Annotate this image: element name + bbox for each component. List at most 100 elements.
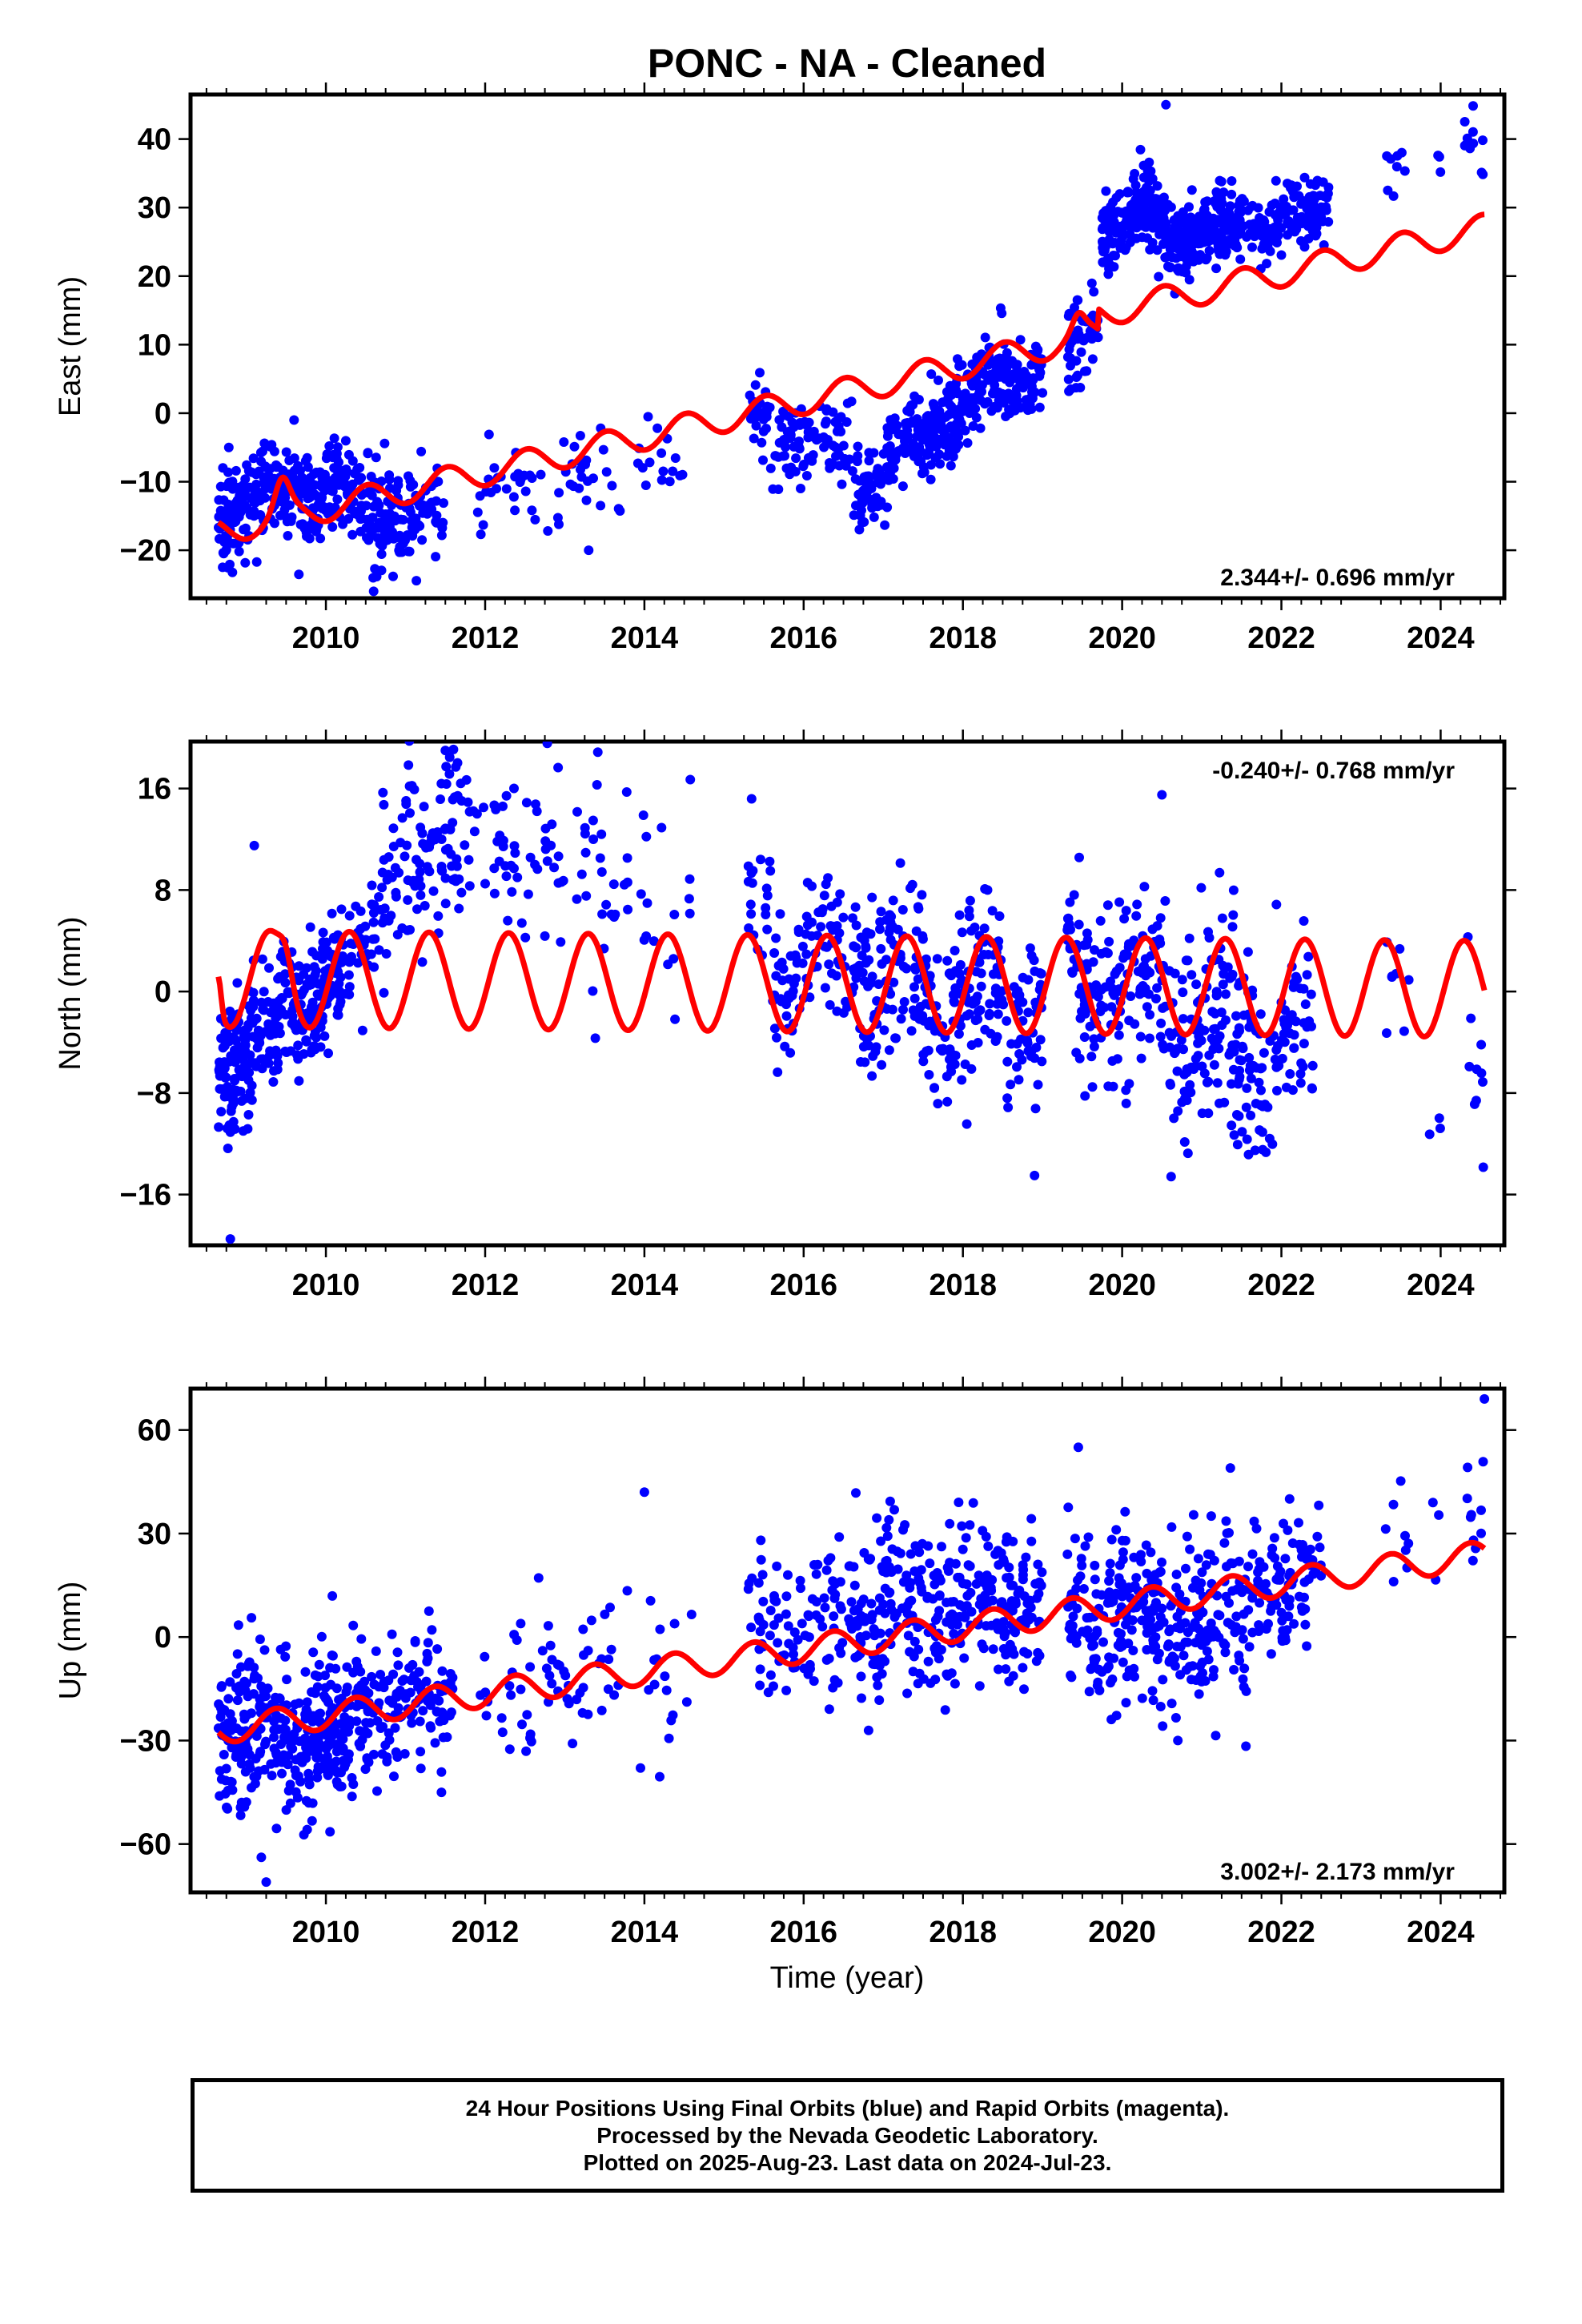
east-data-point: [1235, 254, 1246, 264]
north-data-point: [1026, 951, 1037, 961]
east-data-point: [481, 487, 492, 497]
north-data-point: [1157, 790, 1167, 800]
north-data-point: [825, 921, 836, 931]
east-data-point: [231, 517, 241, 527]
north-data-point: [954, 1029, 964, 1039]
north-data-point: [777, 957, 787, 967]
north-data-point: [378, 787, 388, 798]
up-data-point: [1072, 1603, 1082, 1614]
north-data-point: [801, 949, 812, 959]
east-y-tick-label: 20: [138, 260, 171, 294]
north-data-point: [327, 908, 337, 919]
north-data-point: [394, 867, 404, 878]
north-data-point: [1178, 1014, 1188, 1024]
north-data-point: [397, 923, 408, 933]
north-data-point: [1099, 1003, 1110, 1012]
north-y-tick-label: 0: [155, 975, 171, 1009]
up-data-point: [974, 1681, 985, 1691]
north-data-point: [864, 1040, 873, 1051]
up-data-point: [371, 1646, 381, 1656]
east-data-point: [786, 462, 797, 472]
up-data-point: [681, 1697, 692, 1707]
east-data-point: [321, 453, 331, 464]
north-data-point: [1179, 1069, 1190, 1080]
east-data-point: [395, 541, 405, 552]
east-data-point: [946, 460, 956, 471]
up-data-point: [336, 1781, 347, 1791]
east-data-point: [329, 433, 339, 444]
north-data-point: [417, 957, 428, 967]
up-data-point: [1075, 1571, 1086, 1582]
north-x-tick-label: 2020: [1088, 1269, 1156, 1302]
east-data-point: [1120, 245, 1130, 255]
up-data-point: [1115, 1642, 1126, 1652]
up-data-point: [355, 1741, 366, 1751]
north-data-point: [556, 877, 567, 887]
north-data-point: [1131, 911, 1142, 921]
north-data-point: [771, 971, 781, 981]
east-data-point: [1038, 388, 1048, 398]
up-data-point: [424, 1606, 434, 1616]
up-data-point: [261, 1877, 271, 1888]
north-data-point: [1209, 1059, 1219, 1070]
north-data-point: [1395, 943, 1405, 954]
up-data-point: [1150, 1642, 1161, 1652]
up-data-point: [978, 1643, 989, 1654]
north-data-point: [1299, 916, 1309, 926]
east-data-point: [880, 520, 890, 530]
up-data-point: [773, 1613, 784, 1623]
up-data-point: [796, 1583, 805, 1594]
east-data-point: [1098, 223, 1108, 233]
north-data-point: [1089, 1041, 1099, 1051]
east-data-point: [343, 449, 354, 460]
north-data-point: [1217, 913, 1227, 923]
north-data-point: [949, 996, 959, 1007]
up-data-point: [404, 1663, 414, 1673]
north-data-point: [1177, 975, 1187, 985]
east-data-point: [492, 484, 501, 494]
north-data-point: [1242, 1083, 1252, 1093]
up-data-point: [1037, 1567, 1047, 1578]
up-data-point: [1296, 1602, 1307, 1613]
east-data-point: [388, 571, 398, 581]
north-data-point: [1191, 1061, 1201, 1072]
north-data-point: [885, 923, 895, 933]
up-data-point: [387, 1629, 397, 1639]
up-data-point: [1106, 1534, 1117, 1545]
east-data-point: [1186, 185, 1197, 195]
north-data-point: [910, 963, 920, 972]
north-data-point: [1018, 972, 1028, 983]
east-data-point: [1002, 364, 1012, 374]
up-data-point: [797, 1618, 807, 1629]
north-data-point: [898, 1004, 908, 1015]
up-data-point: [828, 1683, 838, 1693]
up-data-point: [971, 1578, 982, 1589]
up-data-point: [423, 1693, 433, 1703]
up-data-point: [1281, 1594, 1291, 1605]
east-data-point: [924, 447, 934, 457]
up-data-point: [1427, 1498, 1438, 1508]
up-data-point: [1175, 1623, 1185, 1634]
up-data-point: [943, 1566, 954, 1576]
north-data-point: [780, 1041, 790, 1051]
up-data-point: [1211, 1731, 1221, 1741]
north-data-point: [1013, 986, 1023, 996]
east-data-point: [1138, 160, 1149, 171]
north-data-point: [489, 863, 500, 874]
north-data-point: [765, 856, 775, 866]
north-data-point: [338, 951, 347, 961]
up-data-point: [313, 1762, 323, 1772]
east-data-point: [745, 413, 756, 424]
up-data-point: [1111, 1525, 1122, 1535]
east-data-point: [365, 521, 375, 531]
north-data-point: [1006, 1080, 1016, 1090]
east-data-point: [1461, 139, 1472, 150]
east-data-point: [350, 509, 360, 519]
up-data-point: [416, 1682, 426, 1692]
north-data-point: [456, 887, 467, 898]
up-data-point: [1299, 1577, 1310, 1587]
north-data-point: [225, 1234, 235, 1244]
east-rate-label: 2.344+/- 0.696 mm/yr: [1220, 565, 1455, 591]
east-data-point: [1283, 217, 1293, 227]
east-data-point: [368, 573, 379, 583]
